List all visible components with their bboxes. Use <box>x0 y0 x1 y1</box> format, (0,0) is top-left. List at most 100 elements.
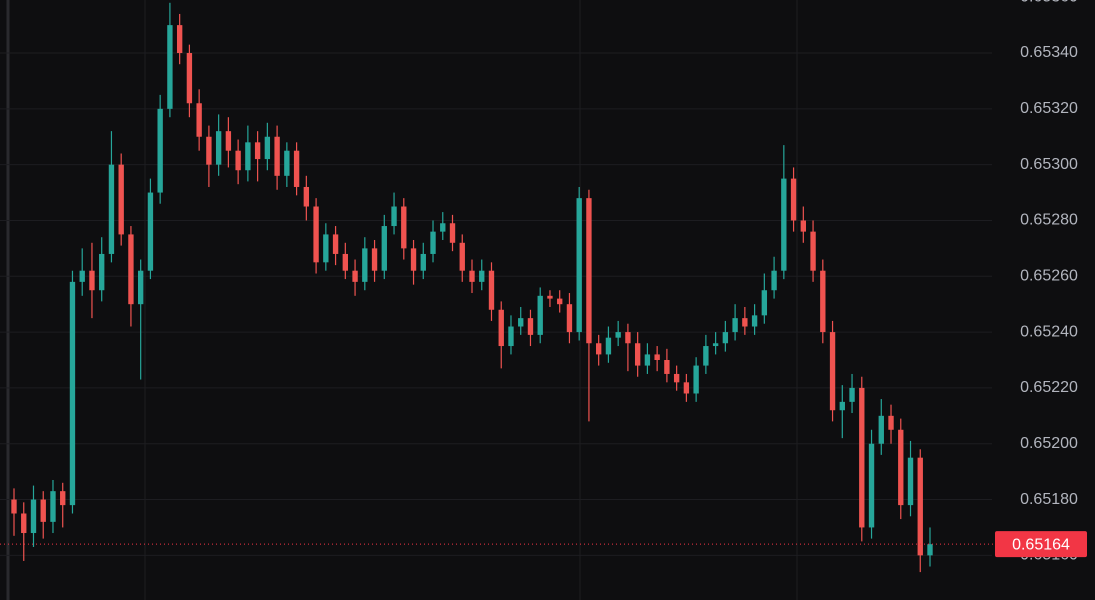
candle-body <box>284 150 290 176</box>
candle-body <box>732 318 738 333</box>
candle-body <box>99 253 105 291</box>
y-tick-label: 0.65300 <box>1020 156 1078 173</box>
candle-body <box>829 332 836 411</box>
candle-body <box>313 206 319 263</box>
candle-body <box>634 343 641 366</box>
candle-body <box>30 499 37 534</box>
candle-body <box>440 223 446 232</box>
candle-body <box>108 164 115 254</box>
candle-body <box>596 343 602 355</box>
candle-body <box>215 131 222 165</box>
candle-body <box>401 206 407 249</box>
candle-body <box>586 198 592 344</box>
candle-body <box>245 142 251 171</box>
candle-body <box>907 457 914 506</box>
candle-body <box>274 136 280 176</box>
candle-body <box>537 295 543 335</box>
candle-body <box>206 136 212 165</box>
candle-body <box>391 206 397 227</box>
candle-body <box>557 298 563 305</box>
last-price: 0.65164 <box>0 531 1087 558</box>
candle-body <box>479 270 485 282</box>
candle-body <box>488 270 495 310</box>
candle-body <box>800 220 806 232</box>
y-tick-label: 0.65180 <box>1020 491 1078 508</box>
candle-body <box>186 53 193 104</box>
candles <box>11 2 933 573</box>
candle-body <box>167 25 173 109</box>
candle-body <box>781 178 787 271</box>
y-tick-label: 0.65280 <box>1020 212 1078 229</box>
candle-body <box>89 270 95 291</box>
candle-body <box>332 234 339 254</box>
candle-body <box>303 186 310 207</box>
candle-body <box>839 401 845 411</box>
candle-body <box>742 318 748 327</box>
candle-body <box>342 253 348 271</box>
candle-body <box>683 382 690 394</box>
candle-body <box>430 231 436 254</box>
last-price-box <box>995 531 1087 558</box>
candle-body <box>381 226 387 271</box>
candle-body <box>118 164 124 235</box>
candle-body <box>50 491 56 522</box>
candle-body <box>859 387 865 528</box>
candle-body <box>147 192 154 271</box>
candle-body <box>722 332 729 344</box>
candle-body <box>849 387 855 402</box>
candle-body <box>362 248 368 282</box>
candle-body <box>898 429 904 506</box>
candle-body <box>40 499 46 522</box>
candle-body <box>703 346 709 366</box>
candle-body <box>69 281 76 506</box>
candle-body <box>566 304 573 333</box>
candle-body <box>176 25 183 54</box>
candle-body <box>654 354 660 360</box>
candle-body <box>820 270 826 333</box>
candle-body <box>673 373 680 383</box>
candle-body <box>264 136 271 160</box>
candle-body <box>410 248 417 271</box>
grid <box>0 52 992 556</box>
candle-body <box>79 270 85 282</box>
candle-body <box>664 360 670 374</box>
candle-body <box>644 354 651 366</box>
candle-body <box>469 270 475 282</box>
candle-body <box>254 142 261 160</box>
candle-body <box>60 491 66 506</box>
candle-body <box>751 315 758 327</box>
candle-body <box>927 544 933 556</box>
candle-body <box>21 513 27 534</box>
candle-body <box>693 365 699 394</box>
candle-body <box>11 499 17 514</box>
y-tick-label: 0.65320 <box>1020 100 1078 117</box>
y-tick-label: 0.65200 <box>1020 435 1078 452</box>
candle-body <box>605 337 612 355</box>
y-tick-label: 0.65260 <box>1020 267 1078 284</box>
y-tick-label: 0.65360 <box>1020 0 1078 5</box>
candle-body <box>128 234 134 305</box>
candle-body <box>518 318 524 327</box>
candle-body <box>235 150 241 171</box>
candle-body <box>625 332 631 344</box>
candle-body <box>138 270 144 305</box>
candle-body <box>459 242 465 271</box>
candle-body <box>576 198 582 333</box>
candle-body <box>771 270 777 291</box>
candle-body <box>527 318 534 335</box>
candle-body <box>917 457 923 556</box>
candle-body <box>615 332 621 338</box>
last-price-label: 0.65164 <box>1012 536 1070 553</box>
y-tick-label: 0.65220 <box>1020 379 1078 396</box>
candle-body <box>196 103 202 137</box>
candle-body <box>761 290 768 316</box>
candle-body <box>790 178 797 221</box>
y-tick-label: 0.65340 <box>1020 44 1078 61</box>
candle-body <box>323 234 329 263</box>
candle-body <box>547 295 553 299</box>
candle-body <box>712 343 719 347</box>
candle-body <box>878 415 884 444</box>
y-tick-label: 0.65240 <box>1020 323 1078 340</box>
